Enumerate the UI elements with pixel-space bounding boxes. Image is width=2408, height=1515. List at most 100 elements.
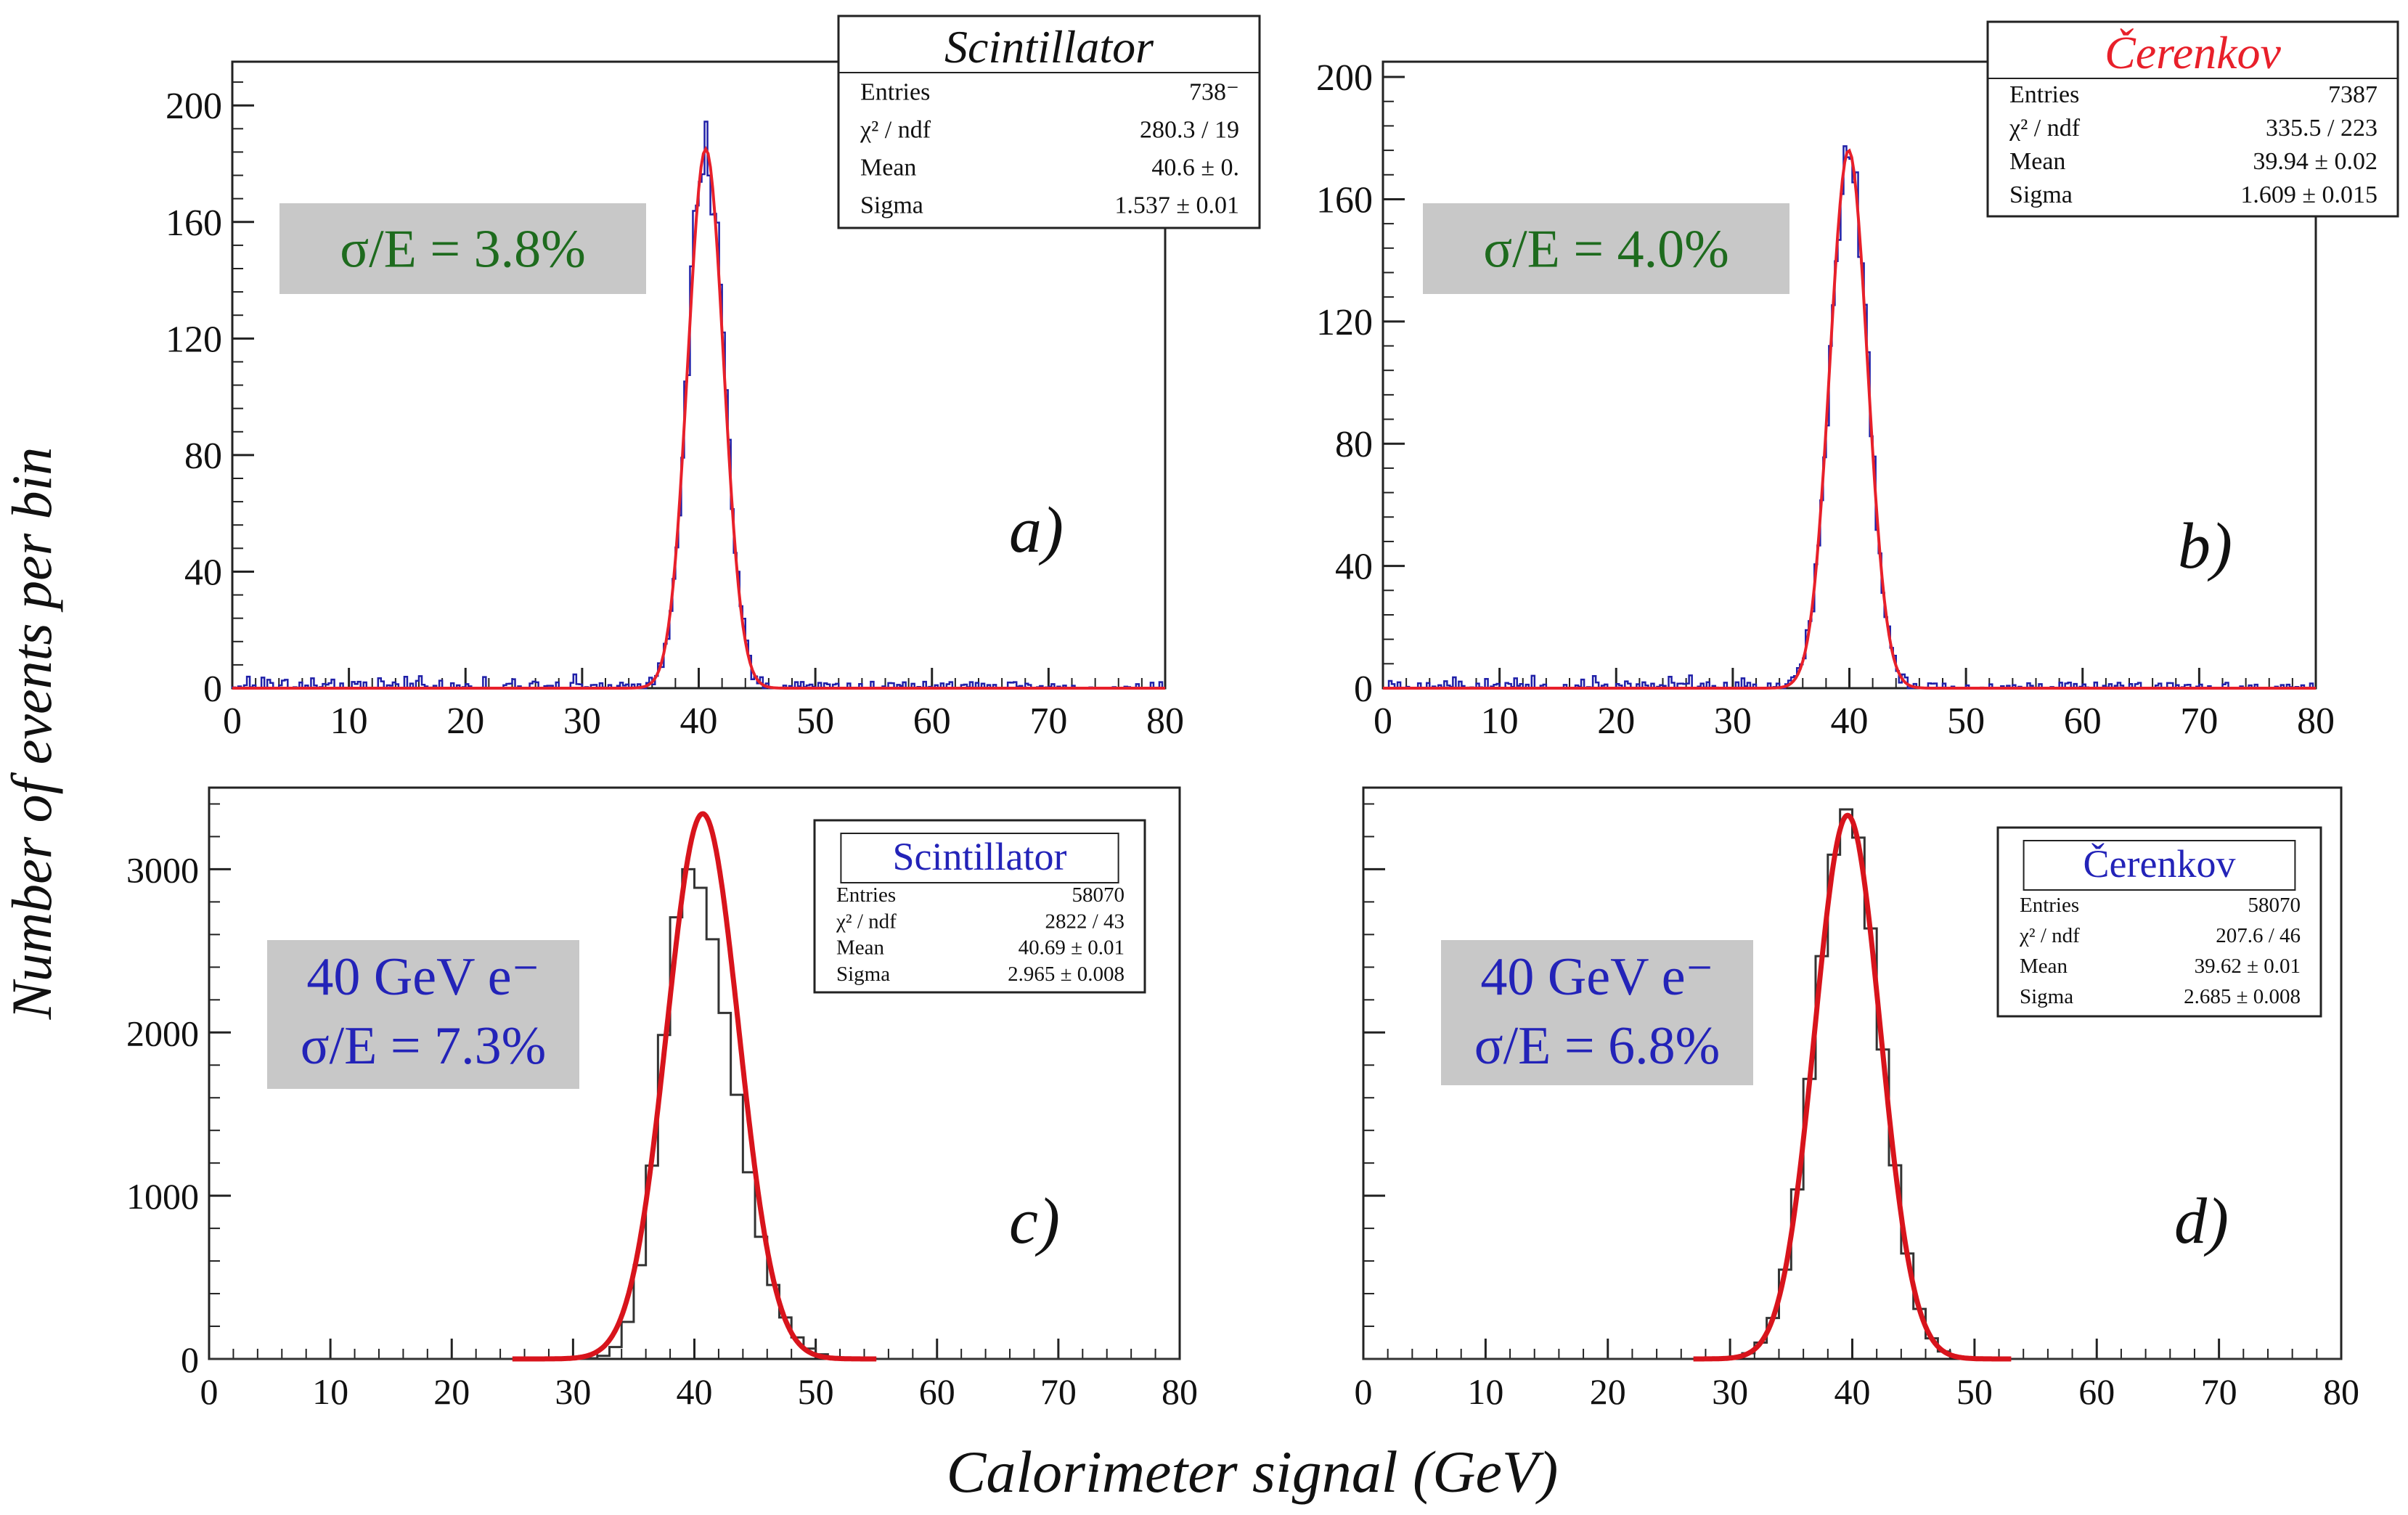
resolution-annotation-text: 40 GeV e⁻ (306, 947, 539, 1007)
panel-a: 0 10 20 30 40 50 60 70 80 0 40 80 120 160 200 σ/E = 3.8… (166, 15, 1261, 742)
y-tick-label: 80 (184, 436, 222, 477)
stats-row-label: Entries (836, 883, 896, 907)
stats-row-label: Mean (2020, 955, 2068, 978)
resolution-annotation-box (279, 203, 646, 294)
stats-row-label: Entries (2009, 81, 2079, 108)
resolution-annotation-box (1423, 203, 1789, 294)
stats-title: Scintillator (893, 835, 1067, 878)
x-tick-label: 60 (2078, 1371, 2115, 1412)
stats-row-label: Entries (2020, 894, 2079, 917)
panel-label: a) (1009, 494, 1064, 566)
y-tick-label: 120 (166, 319, 222, 360)
panel-c: 0 10 20 30 40 50 60 70 80 0 1000 2000 3000 40 GeV e⁻ σ… (126, 786, 1198, 1412)
panel-b: 0 10 20 30 40 50 60 70 80 0 40 80 120 160 200 σ/E = 4.0… (1316, 20, 2399, 742)
y-tick-label: 1000 (126, 1176, 199, 1217)
x-tick-label: 10 (1467, 1371, 1503, 1412)
x-tick-label: 50 (1956, 1371, 1993, 1412)
stats-row-label: Sigma (836, 963, 890, 986)
x-tick-label: 60 (913, 701, 951, 742)
y-axis-label: Number of events per bin (0, 447, 63, 1021)
resolution-annotation-text: σ/E = 7.3% (301, 1016, 547, 1076)
x-tick-label: 50 (798, 1371, 834, 1412)
x-tick-label: 10 (312, 1371, 348, 1412)
panel-label: b) (2178, 510, 2232, 582)
y-tick-label: 200 (166, 86, 222, 127)
x-tick-label: 10 (1481, 701, 1519, 742)
stats-row-value: 1.537 ± 0.01 (1114, 192, 1239, 219)
y-tick-label: 120 (1316, 302, 1373, 343)
stats-row-value: 39.62 ± 0.01 (2195, 955, 2301, 978)
histogram-series (1363, 808, 2341, 1360)
gaussian-fit-curve (1383, 148, 2316, 690)
y-tick-label: 200 (1316, 57, 1373, 99)
resolution-annotation-text: σ/E = 4.0% (1483, 220, 1729, 279)
y-tick-label: 0 (181, 1339, 199, 1380)
resolution-annotation-box (267, 940, 579, 1089)
y-tick-label: 80 (1335, 424, 1373, 465)
stats-row-value: 335.5 / 223 (2266, 115, 2378, 142)
panel-label: d) (2174, 1185, 2229, 1257)
x-tick-label: 20 (1597, 701, 1635, 742)
x-tick-label: 40 (677, 1371, 713, 1412)
stats-row-value: 58070 (1072, 883, 1125, 907)
x-tick-label: 50 (1947, 701, 1985, 742)
x-tick-label: 40 (1831, 701, 1869, 742)
stats-row-label: Sigma (860, 192, 923, 219)
stats-row-label: Mean (860, 154, 916, 181)
x-tick-label: 80 (2297, 701, 2335, 742)
x-tick-label: 30 (555, 1371, 591, 1412)
resolution-annotation-text: σ/E = 3.8% (340, 220, 586, 279)
x-tick-label: 10 (330, 701, 368, 742)
resolution-annotation-text: 40 GeV e⁻ (1480, 947, 1713, 1007)
stats-row-label: Sigma (2020, 985, 2073, 1008)
stats-row-value: 207.6 / 46 (2216, 924, 2301, 947)
y-tick-label: 3000 (126, 849, 199, 890)
stats-row-label: Mean (2009, 148, 2065, 175)
stats-row-label: χ² / ndf (2019, 924, 2080, 947)
y-tick-label: 0 (1354, 669, 1373, 710)
stats-box: Scintillator Entries 738⁻ χ² / ndf 280.3 / 1… (837, 15, 1261, 229)
x-tick-label: 70 (1040, 1371, 1077, 1412)
stats-row-value: 2822 / 43 (1045, 910, 1125, 933)
x-tick-label: 40 (680, 701, 718, 742)
resolution-annotation-text: σ/E = 6.8% (1474, 1016, 1721, 1076)
x-axis-label: Calorimeter signal (GeV) (947, 1439, 1559, 1505)
x-tick-label: 80 (2323, 1371, 2359, 1412)
gaussian-fit-curve (1693, 812, 2012, 1362)
stats-title: Scintillator (944, 21, 1154, 73)
stats-row-label: χ² / ndf (2009, 115, 2081, 142)
x-tick-label: 0 (1374, 701, 1392, 742)
x-tick-label: 50 (796, 701, 834, 742)
x-tick-label: 80 (1162, 1371, 1198, 1412)
histogram-series (209, 867, 1180, 1360)
x-tick-label: 40 (1834, 1371, 1871, 1412)
x-tick-label: 30 (563, 701, 601, 742)
x-tick-label: 70 (1029, 701, 1067, 742)
x-tick-label: 0 (1355, 1371, 1373, 1412)
y-tick-label: 2000 (126, 1013, 199, 1053)
stats-row-label: χ² / ndf (860, 116, 931, 143)
x-tick-label: 70 (2201, 1371, 2237, 1412)
stats-row-value: 7387 (2328, 81, 2378, 108)
stats-row-value: 58070 (2248, 894, 2301, 917)
x-tick-label: 80 (1146, 701, 1184, 742)
x-tick-label: 0 (200, 1371, 219, 1412)
resolution-annotation-box (1441, 940, 1753, 1085)
x-tick-label: 0 (223, 701, 242, 742)
stats-row-label: Sigma (2009, 181, 2073, 208)
stats-row-label: χ² / ndf (836, 910, 897, 933)
panel-d: 0 10 20 30 40 50 60 70 80 40 GeV e⁻ σ/E = 6.8% d) Če… (1355, 786, 2359, 1412)
stats-box: Scintillator Entries 58070 χ² / ndf 2822 / 4… (813, 819, 1146, 994)
stats-row-value: 39.94 ± 0.02 (2253, 148, 2378, 175)
stats-row-label: Mean (836, 936, 885, 960)
y-tick-label: 160 (166, 203, 222, 244)
x-tick-label: 20 (446, 701, 484, 742)
stats-title-frame (2023, 840, 2296, 891)
stats-row-value: 2.965 ± 0.008 (1008, 963, 1125, 986)
stats-box-frame (837, 15, 1261, 229)
x-tick-label: 70 (2180, 701, 2218, 742)
stats-row-value: 280.3 / 19 (1140, 116, 1239, 143)
